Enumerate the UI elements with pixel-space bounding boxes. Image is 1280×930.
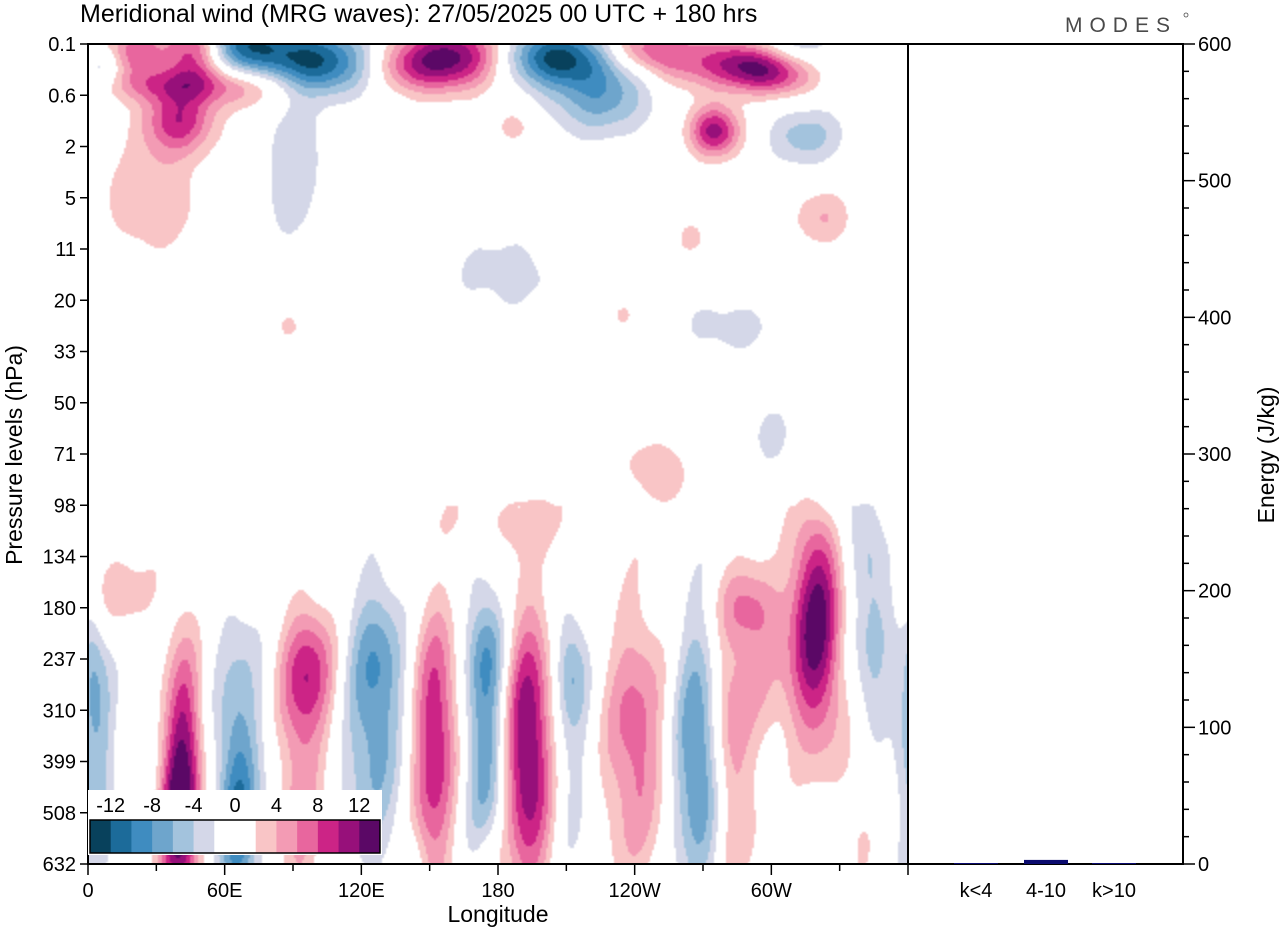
brand-logo: MODES xyxy=(1065,14,1177,37)
energy-tick-label: 400 xyxy=(1198,307,1231,329)
x-tick-label: 120W xyxy=(609,880,661,902)
y-tick-label: 180 xyxy=(43,598,76,620)
energy-bar xyxy=(1092,863,1136,864)
y-tick-label: 71 xyxy=(54,444,76,466)
colorbar-swatch xyxy=(338,820,360,853)
y-tick-label: 0.6 xyxy=(48,85,76,107)
colorbar-swatch xyxy=(193,820,215,853)
y-tick-label: 310 xyxy=(43,700,76,722)
energy-tick-label: 300 xyxy=(1198,444,1231,466)
y-axis: 0.1 0.6 2 5 11 20 33 50 71 98 134 180 237 310 399 508 63… xyxy=(43,34,88,876)
energy-tick-label: 200 xyxy=(1198,581,1231,603)
x-axis: 0 60E 120E 180 120W 60W xyxy=(82,864,909,902)
colorbar-swatch xyxy=(110,820,132,853)
colorbar-swatch xyxy=(255,820,277,853)
colorbar-frame xyxy=(89,819,381,854)
y-tick-label: 632 xyxy=(43,854,76,876)
y-tick-label: 5 xyxy=(65,188,76,210)
y-tick-label: 2 xyxy=(65,137,76,159)
energy-tick-label: 100 xyxy=(1198,717,1231,739)
y-tick-label: 134 xyxy=(43,547,76,569)
y-tick-label: 508 xyxy=(43,803,76,825)
x-tick-label: 0 xyxy=(82,880,93,902)
colorbar: -12 -8 -4 0 4 8 12 xyxy=(88,790,382,855)
y-tick-label: 0.1 xyxy=(48,34,76,56)
colorbar-swatch xyxy=(297,820,319,853)
colorbar-label: -8 xyxy=(143,795,161,817)
colorbar-swatch xyxy=(214,820,236,853)
y-tick-label: 33 xyxy=(54,342,76,364)
chart-title: Meridional wind (MRG waves): 27/05/2025 … xyxy=(80,0,757,28)
colorbar-swatch xyxy=(276,820,298,853)
energy-category-label: k<4 xyxy=(960,880,993,902)
registered-mark xyxy=(1183,12,1189,18)
colorbar-label: -12 xyxy=(96,795,125,817)
energy-bar xyxy=(1024,859,1068,864)
y-tick-label: 237 xyxy=(43,649,76,671)
x-tick-label: 120E xyxy=(338,880,385,902)
y-tick-label: 399 xyxy=(43,752,76,774)
colorbar-label: 4 xyxy=(271,795,282,817)
energy-axis-label: Energy (J/kg) xyxy=(1253,387,1279,524)
colorbar-swatch xyxy=(152,820,174,853)
colorbar-label: 12 xyxy=(348,795,370,817)
energy-category-label: k>10 xyxy=(1092,880,1136,902)
energy-frame xyxy=(907,43,1184,865)
colorbar-label: 0 xyxy=(229,795,240,817)
energy-tick-label: 500 xyxy=(1198,171,1231,193)
energy-axis: 0 100 200 300 400 500 600 xyxy=(1183,34,1231,876)
colorbar-swatch xyxy=(359,820,381,853)
colorbar-swatch xyxy=(235,820,257,853)
energy-tick-label: 600 xyxy=(1198,34,1231,56)
y-tick-label: 20 xyxy=(54,290,76,312)
x-tick-label: 60W xyxy=(751,880,792,902)
x-tick-label: 180 xyxy=(481,880,514,902)
colorbar-swatch xyxy=(90,820,112,853)
energy-panel: 0 100 200 300 400 500 600 k<4 4-10 k>10 xyxy=(907,34,1231,902)
energy-bars: k<4 4-10 k>10 xyxy=(954,859,1136,902)
colorbar-swatch xyxy=(131,820,153,853)
energy-category-label: 4-10 xyxy=(1026,880,1066,902)
x-tick-label: 60E xyxy=(207,880,243,902)
energy-tick-label: 0 xyxy=(1198,854,1209,876)
colorbar-label: 8 xyxy=(312,795,323,817)
colorbar-label: -4 xyxy=(185,795,203,817)
y-tick-label: 98 xyxy=(54,495,76,517)
colorbar-swatch xyxy=(172,820,195,853)
y-axis-label: Pressure levels (hPa) xyxy=(1,345,27,565)
y-tick-label: 50 xyxy=(54,393,76,415)
x-axis-label: Longitude xyxy=(447,901,548,927)
heatmap-field xyxy=(88,44,908,864)
colorbar-swatch xyxy=(317,820,340,853)
y-tick-label: 11 xyxy=(55,239,76,261)
energy-bar xyxy=(954,863,998,864)
heatmap-plot: 0.1 0.6 2 5 11 20 33 50 71 98 134 180 237 310 399 508 63… xyxy=(43,34,909,902)
